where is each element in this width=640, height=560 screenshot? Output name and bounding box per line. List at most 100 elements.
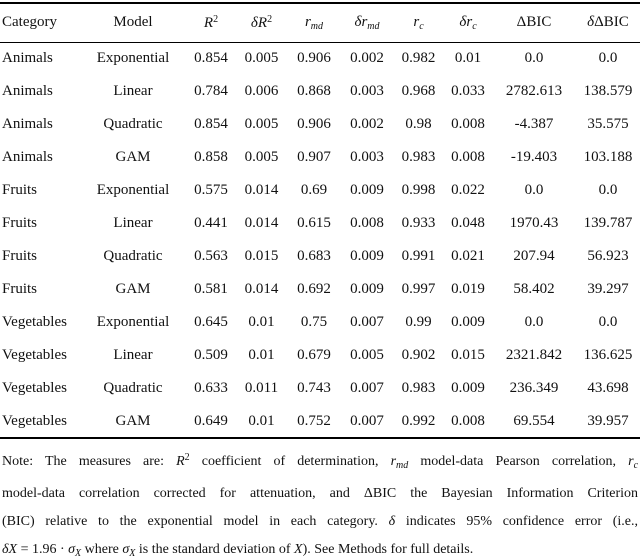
table-note: Note: The measures are: R2 coefficient o… [0,444,640,560]
table-row: Fruits Quadratic 0.563 0.015 0.683 0.009 0.991… [0,240,640,273]
table-cell-rmd: 0.752 [297,412,331,429]
table-cell-dbic: 1970.43 [509,215,559,231]
column-header-text: δ [459,13,467,30]
table-cell-rmd: 0.907 [297,149,331,165]
table-cell-delta-rc: 0.033 [451,83,485,99]
column-header-text: Category [2,14,57,31]
table-cell-r2: 0.509 [194,347,228,363]
table-cell-delta-dbic: 56.923 [587,248,629,264]
table-cell-delta-rc: 0.01 [454,50,482,67]
table-cell-model: Exponential [96,314,170,330]
table-cell-delta-rmd: 0.007 [350,314,384,330]
table-cell-category: Fruits [2,281,38,297]
note-text: σ [122,542,130,557]
table-row: Animals Linear 0.784 0.006 0.868 0.003 0.968 0.… [0,75,640,108]
note-text: (BIC) relative to the exponential model … [2,514,389,529]
table-cell-dbic: 236.349 [509,380,559,396]
note-text: R [176,454,185,469]
table-cell-model: Quadratic [103,248,163,264]
table-cell-delta-rc: 0.008 [451,149,485,165]
table-cell-delta-dbic: 39.297 [587,281,629,297]
column-header-text: c [472,20,477,32]
table-cell-category: Fruits [2,182,38,198]
table-cell-model: Linear [113,215,153,231]
table-row: Vegetables Exponential 0.645 0.01 0.75 0.007 0… [0,306,640,339]
table-cell-dbic: 2321.842 [505,347,563,363]
note-text: model-data correlation corrected for att… [2,486,638,501]
column-header-text: Model [113,14,153,31]
table-cell-model: Quadratic [103,380,163,396]
table-cell-dbic: 0.0 [524,314,544,330]
table-cell-category: Vegetables [2,380,67,396]
table-cell-r2: 0.645 [194,314,228,330]
table-cell-dbic: 2782.613 [505,83,563,99]
column-header-text: 2 [267,13,273,25]
column-header-text: c [419,20,424,32]
table-cell-category: Vegetables [2,412,67,429]
table-cell-category: Animals [2,116,53,132]
table-row: Vegetables Linear 0.509 0.01 0.679 0.005 0.902… [0,339,640,372]
table-row: Fruits Linear 0.441 0.014 0.615 0.008 0.933 0.0… [0,207,640,240]
table-cell-rmd: 0.692 [297,281,331,297]
column-header-text: r [361,13,368,30]
note-text: md [396,460,409,471]
table-cell-rc: 0.933 [401,215,436,231]
table-cell-delta-rmd: 0.007 [350,412,384,429]
table-row: Vegetables GAM 0.649 0.01 0.752 0.007 0.992 0.0… [0,405,640,438]
table-cell-category: Vegetables [2,314,67,330]
column-header-text: R [203,14,214,31]
column-header-category: Category [0,3,80,43]
table-cell-rmd: 0.868 [297,83,331,99]
note-text: δ [388,514,396,529]
table-cell-model: Linear [113,83,153,99]
note-text: = 1.96 · [17,542,69,557]
table-cell-delta-rmd: 0.003 [350,149,384,165]
table-cell-delta-dbic: 103.188 [583,149,633,165]
table-cell-delta-rc: 0.022 [451,182,485,198]
column-header-text: r [304,13,311,30]
table-cell-delta-rmd: 0.002 [350,50,384,67]
table-cell-delta-rmd: 0.009 [350,182,384,198]
table-cell-dbic: -4.387 [514,116,554,132]
table-cell-model: Exponential [96,182,170,198]
column-header-text: md [310,20,324,32]
column-header-delta-rmd: δrmd [341,3,393,43]
note-text: Note: The measures are: [2,454,177,469]
note-text: X [75,548,82,559]
column-header-text: 2 [213,13,219,25]
table-cell-rc: 0.902 [401,347,436,363]
column-header-text: r [413,13,420,30]
note-text: model-data Pearson correlation, [408,454,629,469]
table-cell-delta-r2: 0.014 [244,215,279,231]
table-cell-delta-rmd: 0.009 [350,248,384,264]
table-cell-delta-rc: 0.015 [451,347,485,363]
table-cell-rc: 0.997 [401,281,436,297]
table-cell-r2: 0.649 [194,412,228,429]
table-cell-delta-dbic: 0.0 [598,182,618,198]
table-cell-rc: 0.982 [401,50,436,67]
note-text: σ [68,542,76,557]
table-cell-delta-rmd: 0.007 [350,380,384,396]
note-text: c [633,460,638,471]
table-cell-delta-r2: 0.011 [244,380,279,396]
column-header-text: δ [250,14,258,31]
table-cell-delta-rc: 0.021 [451,248,485,264]
results-table: Category Model R2 δR2 rmd δrmd rc δrc ΔBIC δΔBIC … [0,2,640,439]
table-cell-delta-rc: 0.019 [451,281,485,297]
column-header-model: Model [80,3,186,43]
table-row: Fruits Exponential 0.575 0.014 0.69 0.009 0.99… [0,174,640,207]
table-header: Category Model R2 δR2 rmd δrmd rc δrc ΔBIC δΔBIC [0,3,640,43]
column-header-rc: rc [393,3,444,43]
note-text: coefficient of determination, [189,454,391,469]
table-cell-model: GAM [115,412,151,429]
table-cell-rc: 0.99 [405,314,432,330]
table-cell-rmd: 0.69 [300,182,328,198]
table-cell-model: Exponential [96,50,170,67]
table-row: Vegetables Quadratic 0.633 0.011 0.743 0.007 0… [0,372,640,405]
table-row: Animals GAM 0.858 0.005 0.907 0.003 0.983 0.008… [0,141,640,174]
note-text: ). See Methods for full details. [302,542,474,557]
column-header-dbic: ΔBIC [492,3,576,43]
table-cell-model: Quadratic [103,116,163,132]
table-row: Animals Exponential 0.854 0.005 0.906 0.002 0.… [0,42,640,75]
table-cell-delta-rc: 0.008 [451,116,485,132]
